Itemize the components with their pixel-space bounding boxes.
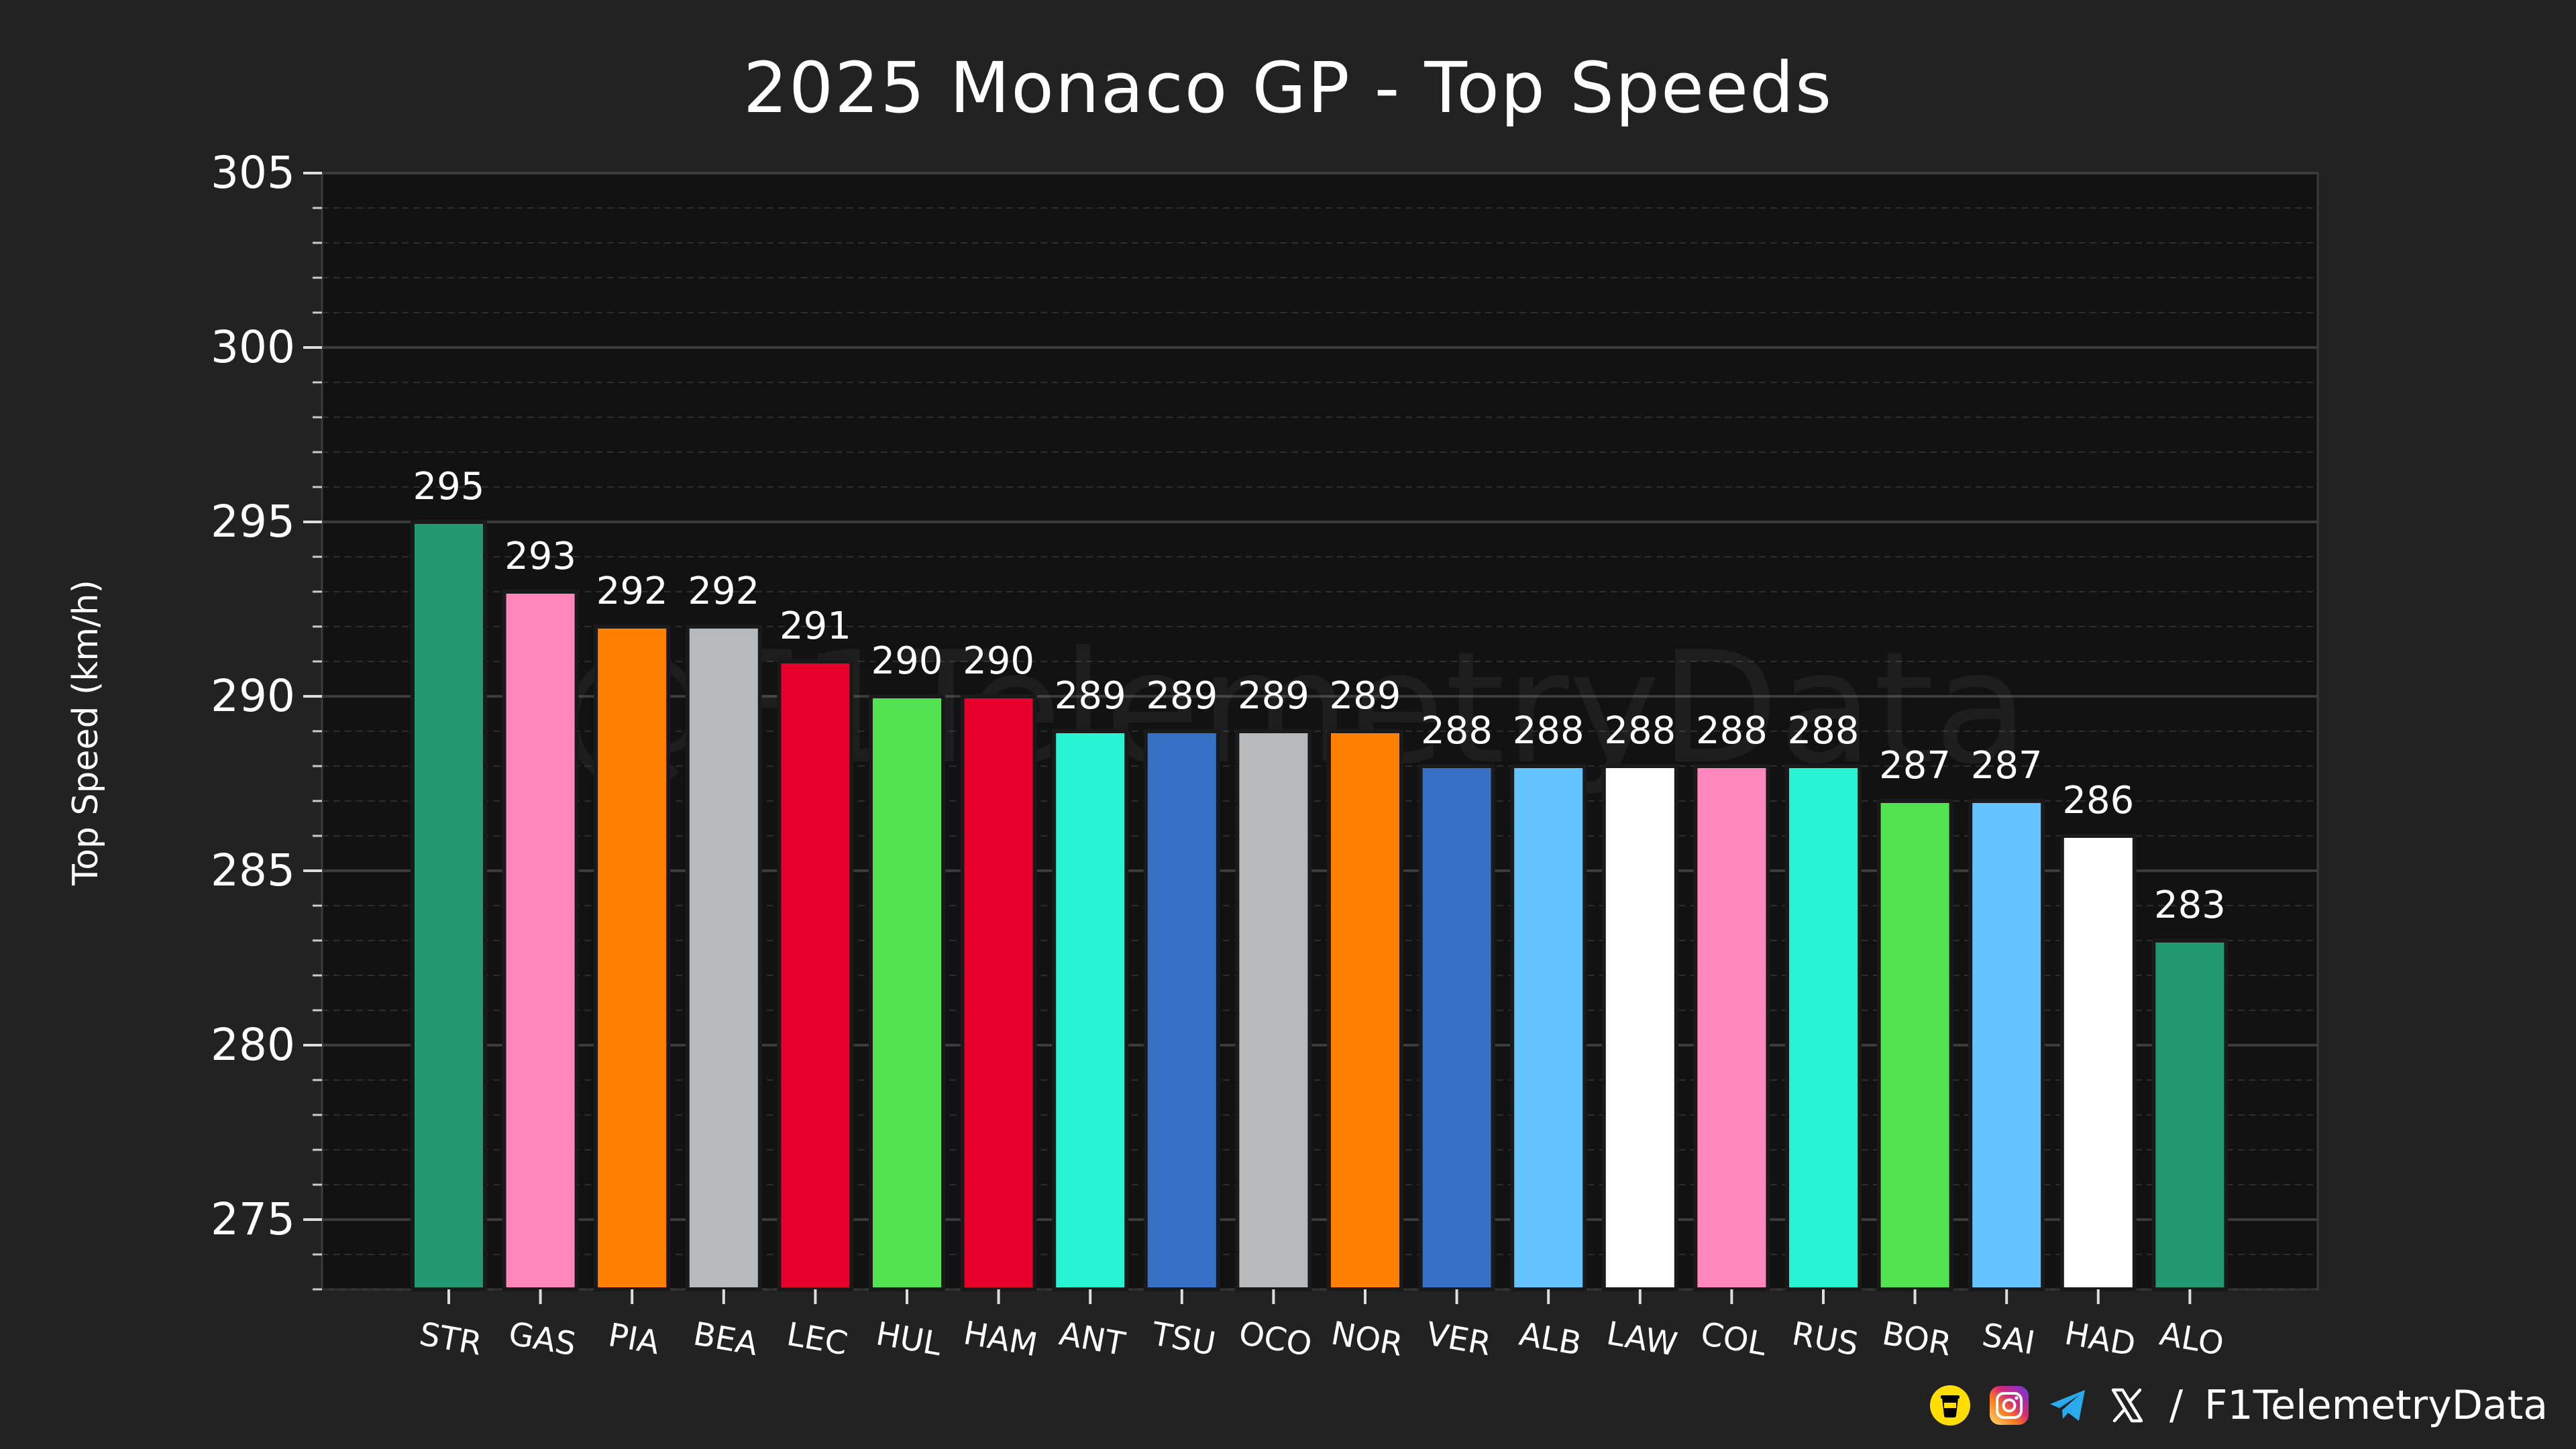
x-tick-label: ALB [1517,1316,1585,1363]
value-label: 292 [688,570,759,613]
value-label: 293 [504,535,576,578]
y-tick-label: 295 [211,496,295,547]
y-tick-label: 275 [211,1193,295,1245]
bar-bor [1876,799,1953,1291]
bar-nor [1327,729,1403,1291]
value-label: 289 [1330,674,1401,718]
x-tick-label: LEC [784,1316,851,1363]
bar-gas [502,590,579,1291]
footer-handle[interactable]: F1TelemetryData [2204,1382,2548,1429]
chart-title: 2025 Monaco GP - Top Speeds [743,47,1833,129]
bar-ant [1052,729,1129,1291]
x-tick-label: HUL [873,1315,945,1363]
y-tick-label: 300 [211,321,295,373]
bar-ver [1418,764,1495,1291]
y-tick-label: 305 [211,147,295,199]
footer-separator: / [2169,1382,2184,1429]
x-tick-label: LAW [1604,1315,1680,1364]
value-label: 289 [1055,674,1126,718]
buymeacoffee-icon[interactable] [1929,1385,1971,1426]
value-labels-group: 295 293 292 292 291 290 290 289 289 289 289 288 288 2… [413,465,2226,927]
bars-group [411,520,2229,1291]
value-label: 287 [1879,744,1951,788]
y-tick-label: 280 [211,1019,295,1071]
x-tick-label: HAD [2062,1314,2139,1364]
value-label: 292 [596,570,668,613]
x-tick-label: BEA [690,1315,761,1363]
bar-rus [1785,764,1862,1291]
value-label: 289 [1238,674,1309,718]
x-tick-label: RUS [1789,1315,1861,1363]
bar-pia [594,625,671,1291]
bar-sai [1968,799,2045,1291]
bar-law [1601,764,1678,1291]
value-label: 289 [1146,674,1218,718]
value-label: 290 [871,639,943,683]
y-axis-label: Top Speed (km/h) [66,580,106,885]
value-label: 291 [780,604,851,648]
bar-tsu [1143,729,1220,1291]
x-tick-label: OCO [1236,1314,1315,1364]
value-label: 290 [963,639,1034,683]
bar-col [1693,764,1770,1291]
x-tick-label: BOR [1880,1315,1954,1364]
value-label: 295 [413,465,485,508]
bar-hul [869,694,945,1291]
x-tick-label: HAM [961,1314,1040,1364]
x-tick-label: ALO [2157,1315,2226,1363]
y-tick-label: 285 [211,845,295,896]
x-tick-label: COL [1698,1315,1770,1363]
value-label: 288 [1696,709,1768,753]
bar-alo [2151,938,2229,1291]
x-tick-label: TSU [1148,1315,1218,1363]
x-tick-label: NOR [1328,1314,1405,1364]
telegram-icon[interactable] [2047,1385,2089,1426]
x-tick-label: SAI [1980,1316,2038,1362]
value-label: 287 [1971,744,2043,788]
footer-social: / F1TelemetryData [1929,1382,2548,1429]
value-label: 288 [1513,709,1585,753]
bar-bea [685,625,762,1291]
x-tick-label: VER [1424,1315,1494,1363]
bar-str [411,520,487,1291]
x-tick-label: GAS [506,1315,579,1364]
x-icon[interactable] [2106,1385,2148,1426]
bar-had [2059,834,2137,1291]
value-label: 283 [2154,883,2226,927]
x-axis: STR GAS PIA BEA LEC HUL HAM ANT TSU OCO NOR VER ALB L… [417,1289,2226,1364]
instagram-icon[interactable] [1988,1385,2030,1426]
x-tick-label: PIA [606,1316,663,1362]
y-axis: 275 280 285 290 295 300 305 [211,147,322,1291]
bar-alb [1510,764,1587,1291]
x-tick-label: STR [417,1316,484,1363]
y-tick-label: 290 [211,670,295,722]
value-label: 288 [1421,709,1493,753]
value-label: 288 [1604,709,1676,753]
bar-ham [960,694,1037,1291]
value-label: 288 [1788,709,1860,753]
bar-oco [1235,729,1312,1291]
bar-lec [777,659,854,1291]
x-tick-label: ANT [1057,1315,1128,1363]
value-label: 286 [2062,779,2134,822]
